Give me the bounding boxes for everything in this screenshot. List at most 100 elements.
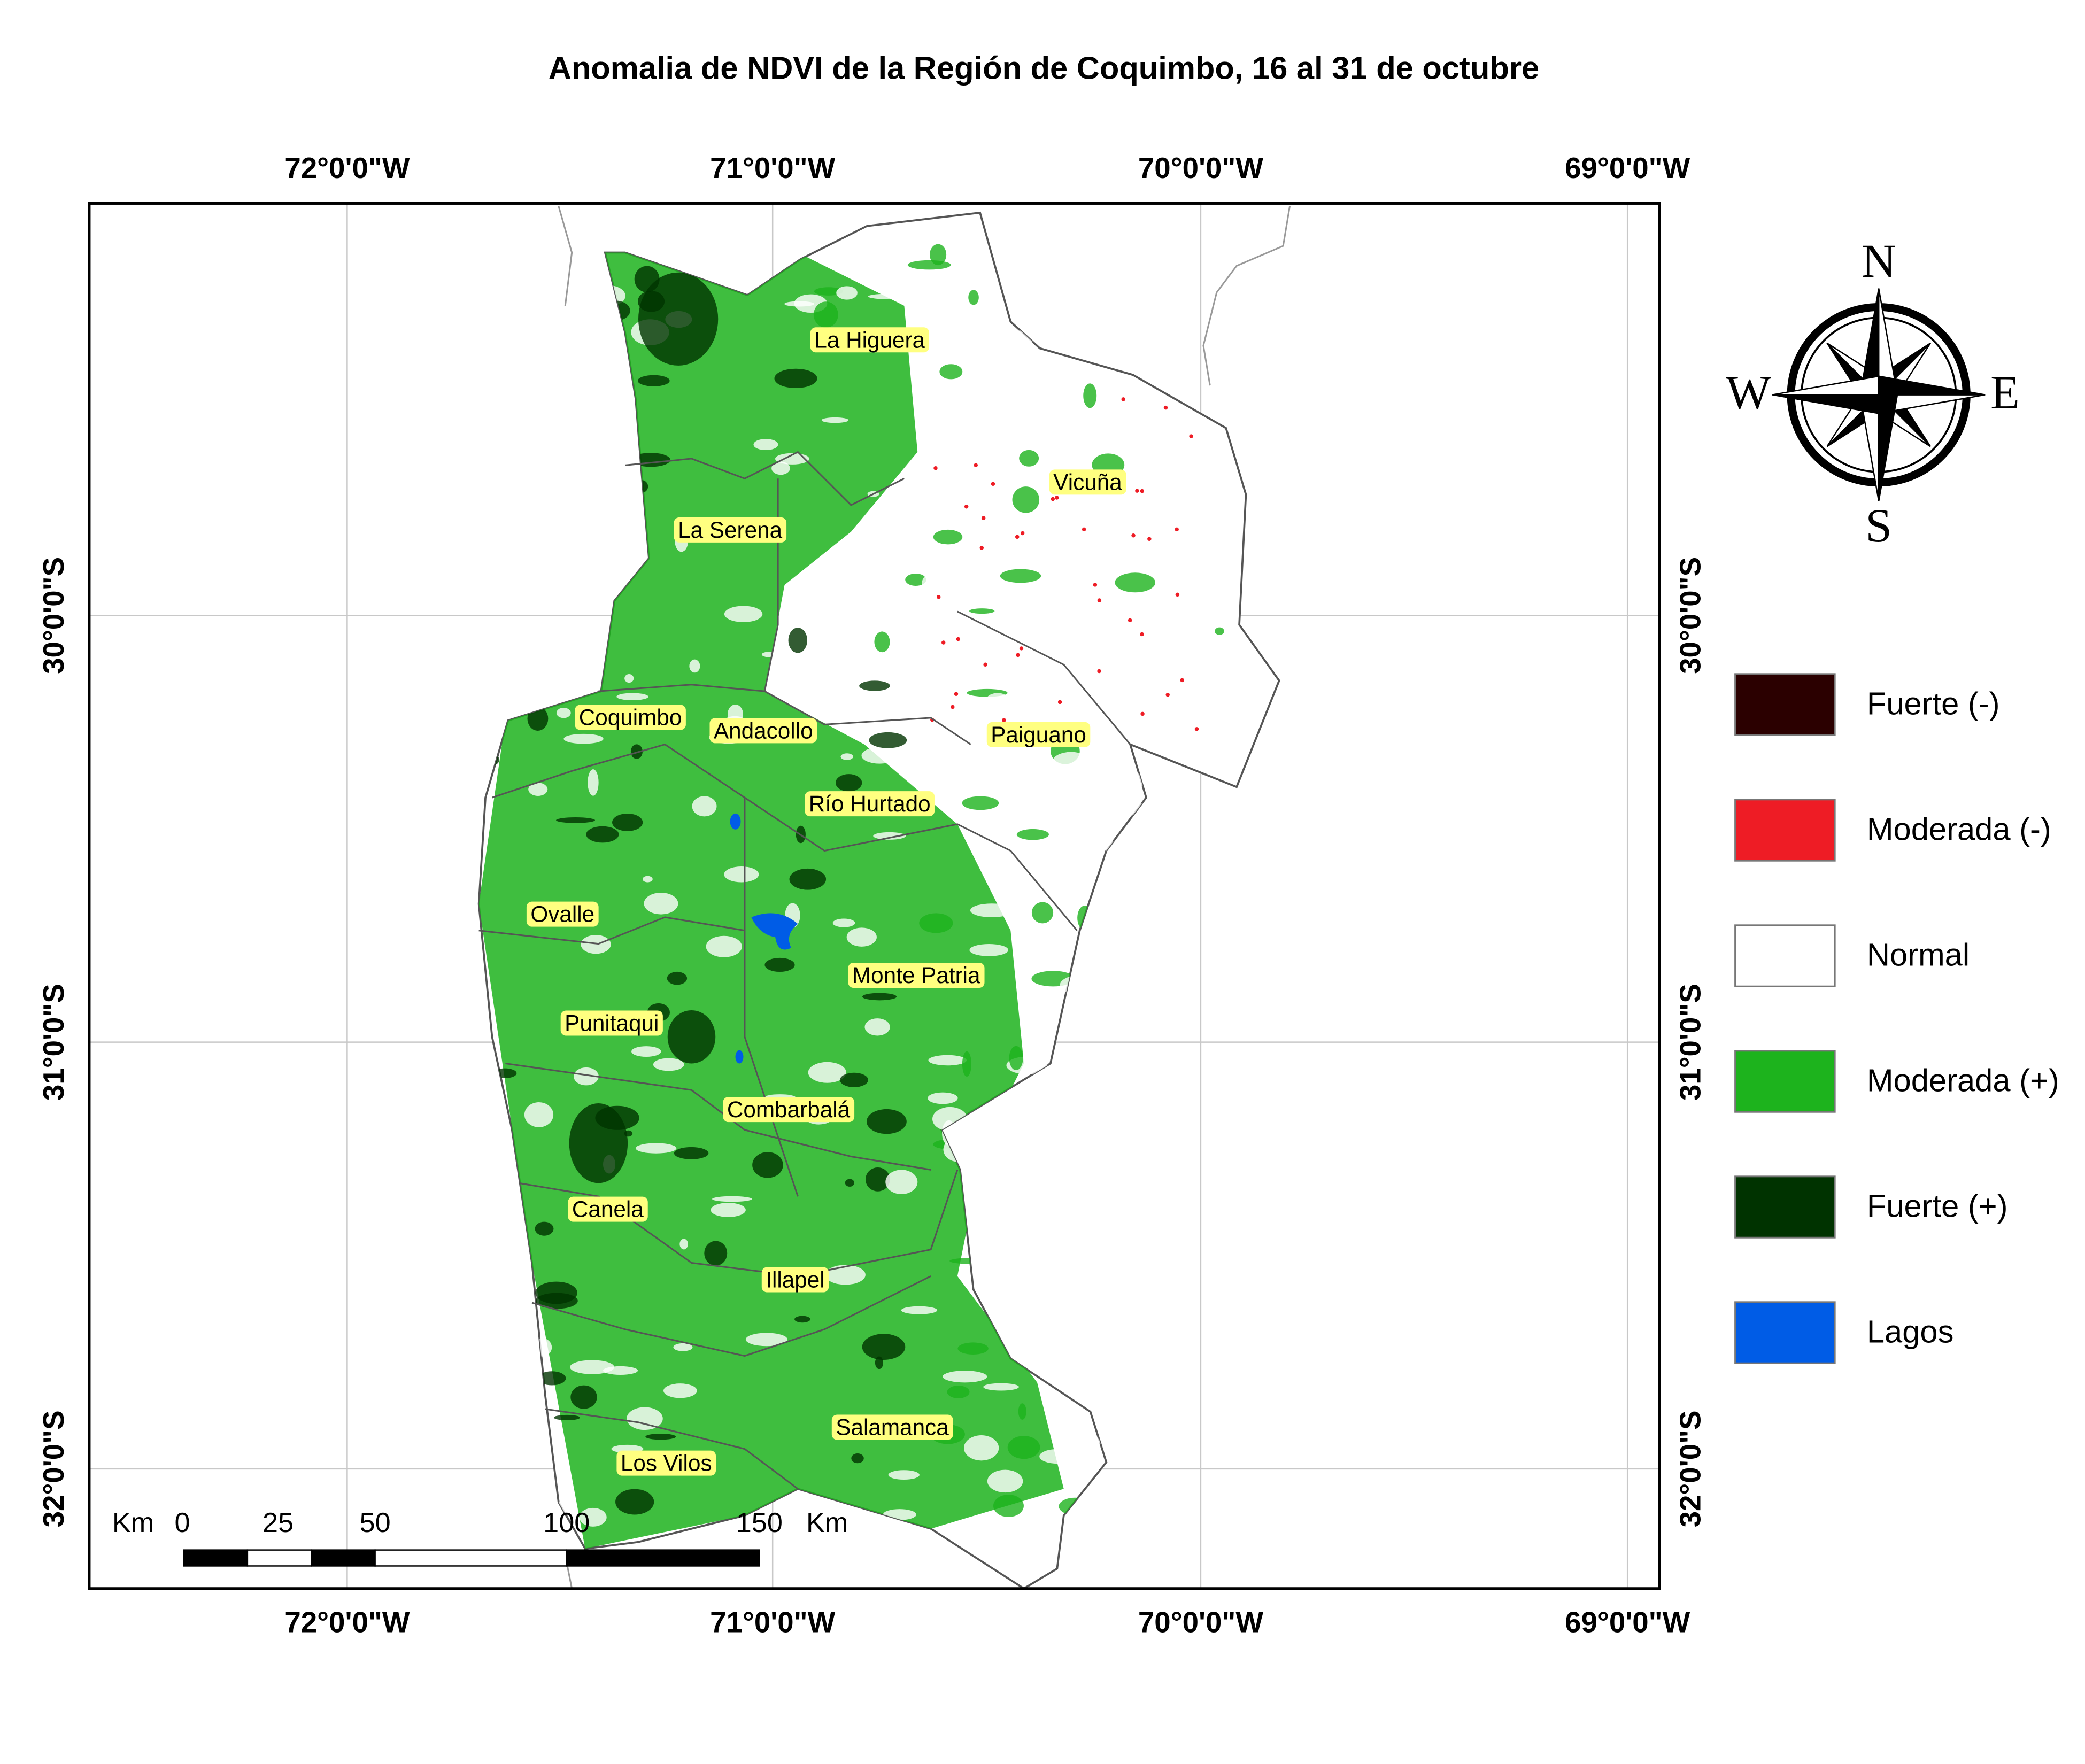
ndvi-patch <box>1000 569 1041 583</box>
commune-label-bg <box>616 1450 716 1476</box>
ndvi-patch <box>538 1371 566 1386</box>
ndvi-patch <box>888 1470 920 1480</box>
commune-label-bg <box>1049 469 1126 495</box>
ndvi-negative <box>1165 693 1170 697</box>
ndvi-patch <box>970 420 1012 426</box>
ndvi-negative <box>1015 535 1020 539</box>
commune-border <box>478 916 745 945</box>
ndvi-patch <box>752 1152 783 1178</box>
ndvi-patch <box>1115 572 1155 593</box>
ndvi-patch <box>673 1343 693 1351</box>
ndvi-patch <box>894 514 904 536</box>
ndvi-patch <box>1007 1436 1040 1459</box>
ndvi-negative <box>1180 678 1184 683</box>
ndvi-patch <box>845 1179 854 1187</box>
scale-segment <box>374 1549 567 1567</box>
ndvi-patch <box>957 1342 989 1355</box>
ndvi-patch <box>840 1072 868 1087</box>
ndvi-patch <box>1049 938 1064 961</box>
ndvi-patch <box>919 913 953 933</box>
ndvi-negative <box>1140 711 1145 716</box>
ndvi-patch <box>868 293 911 299</box>
commune-border <box>518 1169 959 1277</box>
ndvi-patch <box>637 375 670 386</box>
ndvi-patch <box>789 868 827 890</box>
scale-bar: Km 0 25 50 100 150 Km <box>112 1507 848 1567</box>
ndvi-patch <box>674 1147 709 1159</box>
latitude-label: 30°0'0"S <box>1674 557 1707 674</box>
ndvi-negative <box>941 640 946 645</box>
longitude-label: 72°0'0"W <box>284 1605 410 1638</box>
longitude-label: 72°0'0"W <box>284 151 410 184</box>
ndvi-patch <box>900 587 924 608</box>
ndvi-patch <box>866 1109 907 1134</box>
latitude-label: 31°0'0"S <box>1674 984 1707 1101</box>
ndvi-patch <box>615 1489 654 1515</box>
commune-label: Monte Patria <box>852 963 980 988</box>
ndvi-patch <box>644 892 678 915</box>
longitude-label: 69°0'0"W <box>1565 1605 1690 1638</box>
commune-label-bg <box>848 962 985 988</box>
ndvi-negative <box>1093 583 1098 587</box>
ndvi-negative <box>1147 537 1152 541</box>
ndvi-patch <box>1016 829 1049 840</box>
ndvi-negative <box>1082 527 1086 532</box>
ndvi-patch <box>570 1385 597 1409</box>
commune-border <box>491 743 1078 931</box>
ndvi-patch <box>930 244 947 266</box>
ndvi-patch <box>667 971 688 985</box>
ndvi-negative <box>936 595 941 599</box>
commune-label-bg <box>674 517 787 543</box>
ndvi-patch <box>836 286 858 300</box>
longitude-label: 70°0'0"W <box>1138 151 1263 184</box>
ndvi-patch <box>933 529 963 545</box>
ndvi-patch <box>969 943 1009 956</box>
ndvi-patch <box>874 714 883 731</box>
ndvi-negative <box>981 516 986 520</box>
ndvi-patch <box>832 918 855 927</box>
ndvi-patch <box>962 1051 972 1077</box>
ndvi-patch <box>706 935 742 957</box>
commune-label-bg <box>560 1010 663 1036</box>
country-border <box>558 206 573 306</box>
commune-label: Combarbalá <box>727 1097 851 1122</box>
ndvi-patch <box>846 927 877 947</box>
ndvi-patch <box>1202 617 1218 629</box>
ndvi-patch <box>969 608 995 614</box>
ndvi-patch <box>563 733 604 744</box>
ndvi-patch <box>574 1067 599 1086</box>
ndvi-moderate-positive <box>478 252 1064 1549</box>
scale-tick-label: 50 <box>360 1507 391 1538</box>
ndvi-patch <box>761 652 777 657</box>
commune-border <box>957 610 1131 745</box>
ndvi-patch <box>890 273 928 292</box>
ndvi-patch <box>813 301 838 328</box>
ndvi-patch <box>874 631 890 653</box>
ndvi-patch <box>624 674 634 683</box>
ndvi-patch <box>873 832 906 840</box>
ndvi-patch <box>784 301 815 307</box>
longitude-label: 71°0'0"W <box>710 151 835 184</box>
commune-border <box>598 684 971 745</box>
ndvi-negative <box>974 463 978 467</box>
legend-swatch <box>1734 1175 1836 1239</box>
commune-label: Coquimbo <box>579 705 682 730</box>
ndvi-negative <box>1175 592 1180 597</box>
ndvi-patch <box>1039 1449 1076 1464</box>
ndvi-patch <box>904 493 926 519</box>
ndvi-negative <box>1140 632 1144 637</box>
commune-label-bg <box>986 722 1091 747</box>
commune-border <box>744 798 799 1197</box>
ndvi-patch <box>943 1371 987 1383</box>
ndvi-patch <box>1031 902 1054 924</box>
latitude-label: 30°0'0"S <box>37 557 70 674</box>
ndvi-patch <box>556 817 595 823</box>
ndvi-negative <box>933 466 938 470</box>
ndvi-patch <box>642 876 653 883</box>
ndvi-patch <box>712 1196 752 1202</box>
ndvi-patch <box>986 693 1010 708</box>
ndvi-patch <box>588 769 599 796</box>
longitude-label: 70°0'0"W <box>1138 1605 1263 1638</box>
ndvi-negative <box>951 705 955 709</box>
legend-label: Moderada (+) <box>1867 1062 2059 1098</box>
